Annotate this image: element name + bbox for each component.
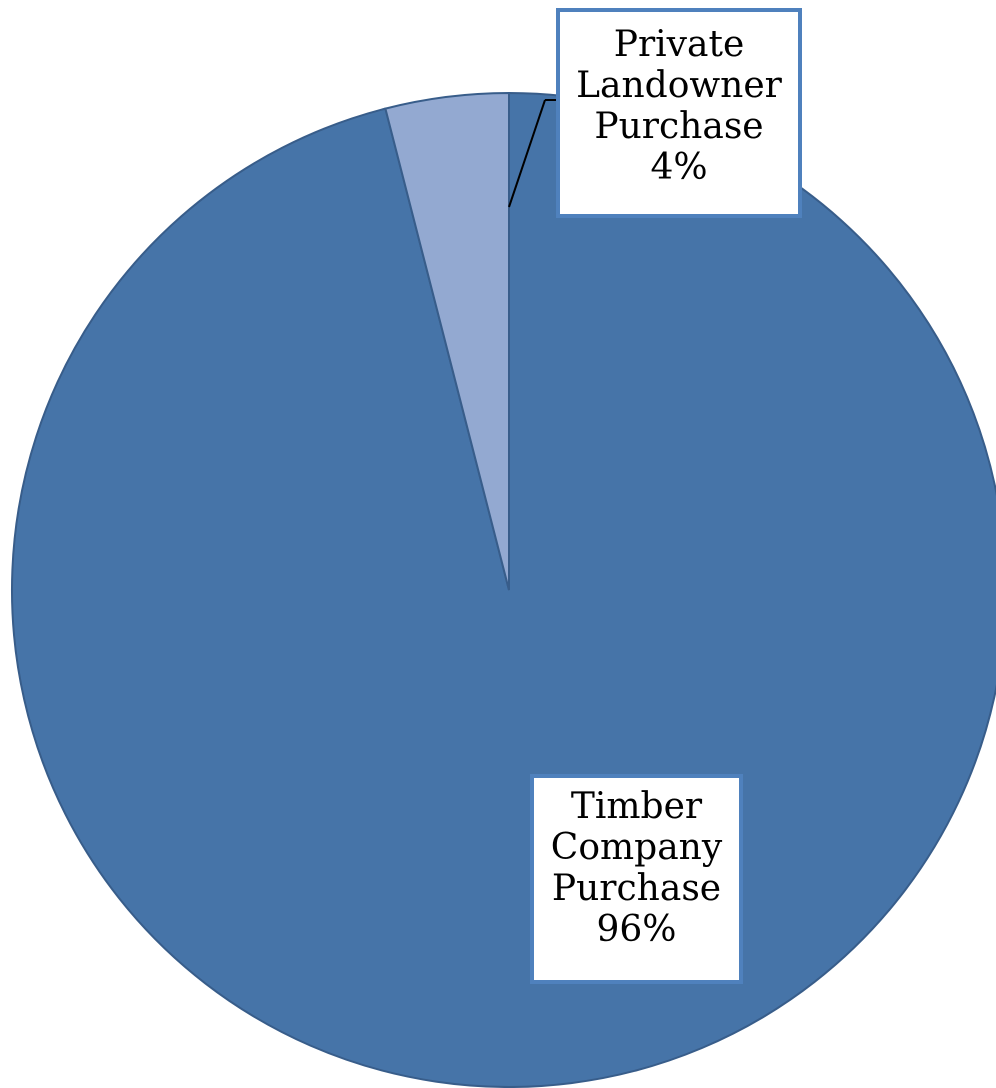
label-line-purchase: Purchase	[594, 106, 764, 147]
label-line-timber: Timber	[570, 786, 703, 827]
pie-slice-private-landowner-purchase	[384, 91, 510, 591]
label-line-company: Company	[550, 827, 723, 868]
label-percent-timber: 96%	[596, 909, 677, 950]
label-line-private: Private	[613, 24, 745, 65]
label-line-purchase: Purchase	[551, 868, 722, 909]
data-label-private-landowner: Private Landowner Purchase 4%	[556, 8, 802, 218]
pie-slices	[11, 91, 996, 1088]
leader-line-private-landowner	[508, 99, 546, 208]
pie-slice-timber-company-purchase	[11, 91, 996, 1088]
label-percent-private: 4%	[650, 147, 708, 188]
label-line-landowner: Landowner	[576, 65, 782, 106]
data-label-timber-company: Timber Company Purchase 96%	[530, 774, 743, 984]
